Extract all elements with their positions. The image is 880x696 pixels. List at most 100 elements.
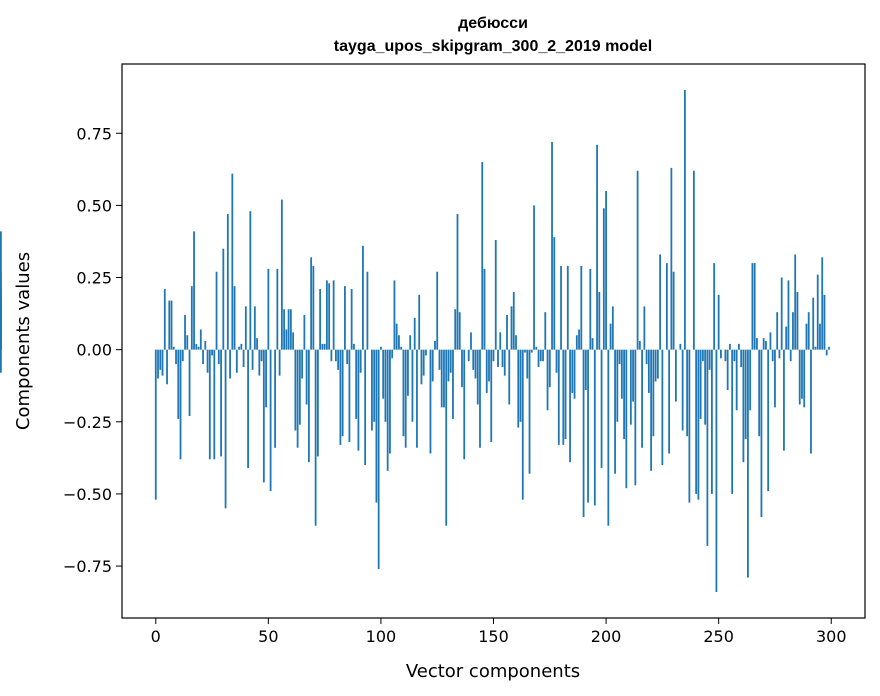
bar-192: [587, 349, 589, 503]
bar-272: [767, 349, 770, 492]
bar-85: [346, 349, 349, 365]
bar-21: [202, 349, 204, 365]
bar-128: [443, 349, 445, 408]
bar-239: [692, 170, 695, 350]
bar-60: [289, 309, 292, 350]
bar-125: [436, 271, 439, 350]
bar-81: [337, 349, 340, 370]
bar-140: [470, 332, 472, 350]
bar-122: [429, 349, 432, 454]
bar-93: [364, 349, 367, 466]
bar-249: [715, 349, 718, 593]
bar-136: [461, 349, 463, 388]
bar-231: [674, 349, 677, 402]
bar-152: [497, 349, 499, 367]
bar-58: [285, 329, 288, 350]
bar-96: [371, 349, 373, 431]
x-tick-label: 100: [366, 627, 397, 646]
bar-32: [226, 214, 229, 350]
bar-127: [440, 349, 443, 408]
bar-123: [431, 349, 434, 382]
bar-245: [706, 349, 709, 546]
bar-80: [334, 349, 337, 362]
bar-278: [780, 277, 783, 350]
chart-title-line1: дебюсси: [458, 15, 528, 32]
bar-216: [641, 349, 643, 448]
bar-142: [474, 349, 477, 379]
bar-48: [262, 349, 265, 483]
bar-15: [188, 349, 191, 417]
bar-246: [708, 349, 711, 370]
bar-undefined: [0, 349, 2, 373]
bar-10: [177, 349, 180, 419]
bar-247: [711, 349, 713, 494]
bar-13: [184, 315, 186, 350]
bar-194: [591, 338, 594, 350]
bar-undefined: [0, 346, 2, 350]
bar-169: [535, 346, 538, 350]
bar-230: [672, 271, 675, 350]
bar-75: [323, 343, 326, 350]
bar-160: [515, 335, 517, 350]
bar-51: [269, 349, 272, 492]
bar-103: [386, 349, 389, 471]
bar-266: [753, 263, 756, 350]
bar-234: [681, 349, 684, 431]
bar-134: [456, 214, 459, 350]
bar-132: [452, 349, 454, 419]
bar-211: [629, 349, 632, 425]
bar-220: [650, 349, 653, 471]
bar-259: [738, 343, 740, 350]
bar-290: [807, 312, 810, 350]
bar-82: [339, 349, 342, 445]
bar-181: [562, 349, 565, 445]
bar-167: [530, 349, 533, 353]
bar-14: [186, 335, 189, 350]
bar-260: [740, 349, 743, 367]
bar-202: [609, 323, 612, 350]
bar-292: [812, 297, 815, 350]
bar-141: [472, 349, 475, 370]
bar-207: [620, 349, 623, 399]
bar-34: [231, 173, 234, 350]
bar-241: [697, 349, 700, 500]
bar-0: [154, 349, 157, 500]
bar-277: [778, 349, 781, 359]
bar-143: [476, 349, 479, 405]
bar-8: [172, 346, 175, 350]
bar-3: [161, 349, 164, 376]
bar-100: [380, 346, 382, 350]
bar-156: [506, 315, 508, 350]
bar-293: [814, 346, 817, 350]
bar-28: [217, 349, 220, 365]
bar-62: [294, 349, 297, 431]
bar-139: [467, 349, 470, 362]
bar-43: [251, 349, 254, 370]
bar-5: [166, 349, 168, 385]
bar-118: [420, 349, 423, 385]
bar-59: [287, 309, 290, 350]
bar-229: [670, 167, 673, 350]
bar-182: [564, 349, 567, 440]
bar-155: [503, 349, 506, 376]
bar-154: [501, 349, 504, 367]
bar-200: [605, 190, 607, 350]
bar-56: [280, 199, 283, 350]
bar-148: [488, 349, 490, 382]
bar-71: [314, 349, 317, 526]
bar-204: [614, 349, 616, 474]
bar-39: [242, 349, 245, 367]
bar-124: [434, 341, 436, 350]
bar-105: [391, 349, 394, 359]
bar-87: [350, 289, 353, 350]
y-tick-label: −0.50: [63, 485, 112, 504]
bar-130: [447, 349, 450, 382]
bar-53: [274, 349, 276, 448]
bar-163: [521, 349, 524, 500]
bar-233: [679, 343, 682, 350]
bar-22: [204, 341, 207, 350]
bar-276: [776, 312, 779, 350]
bar-50: [267, 268, 270, 350]
bar-31: [224, 349, 227, 509]
